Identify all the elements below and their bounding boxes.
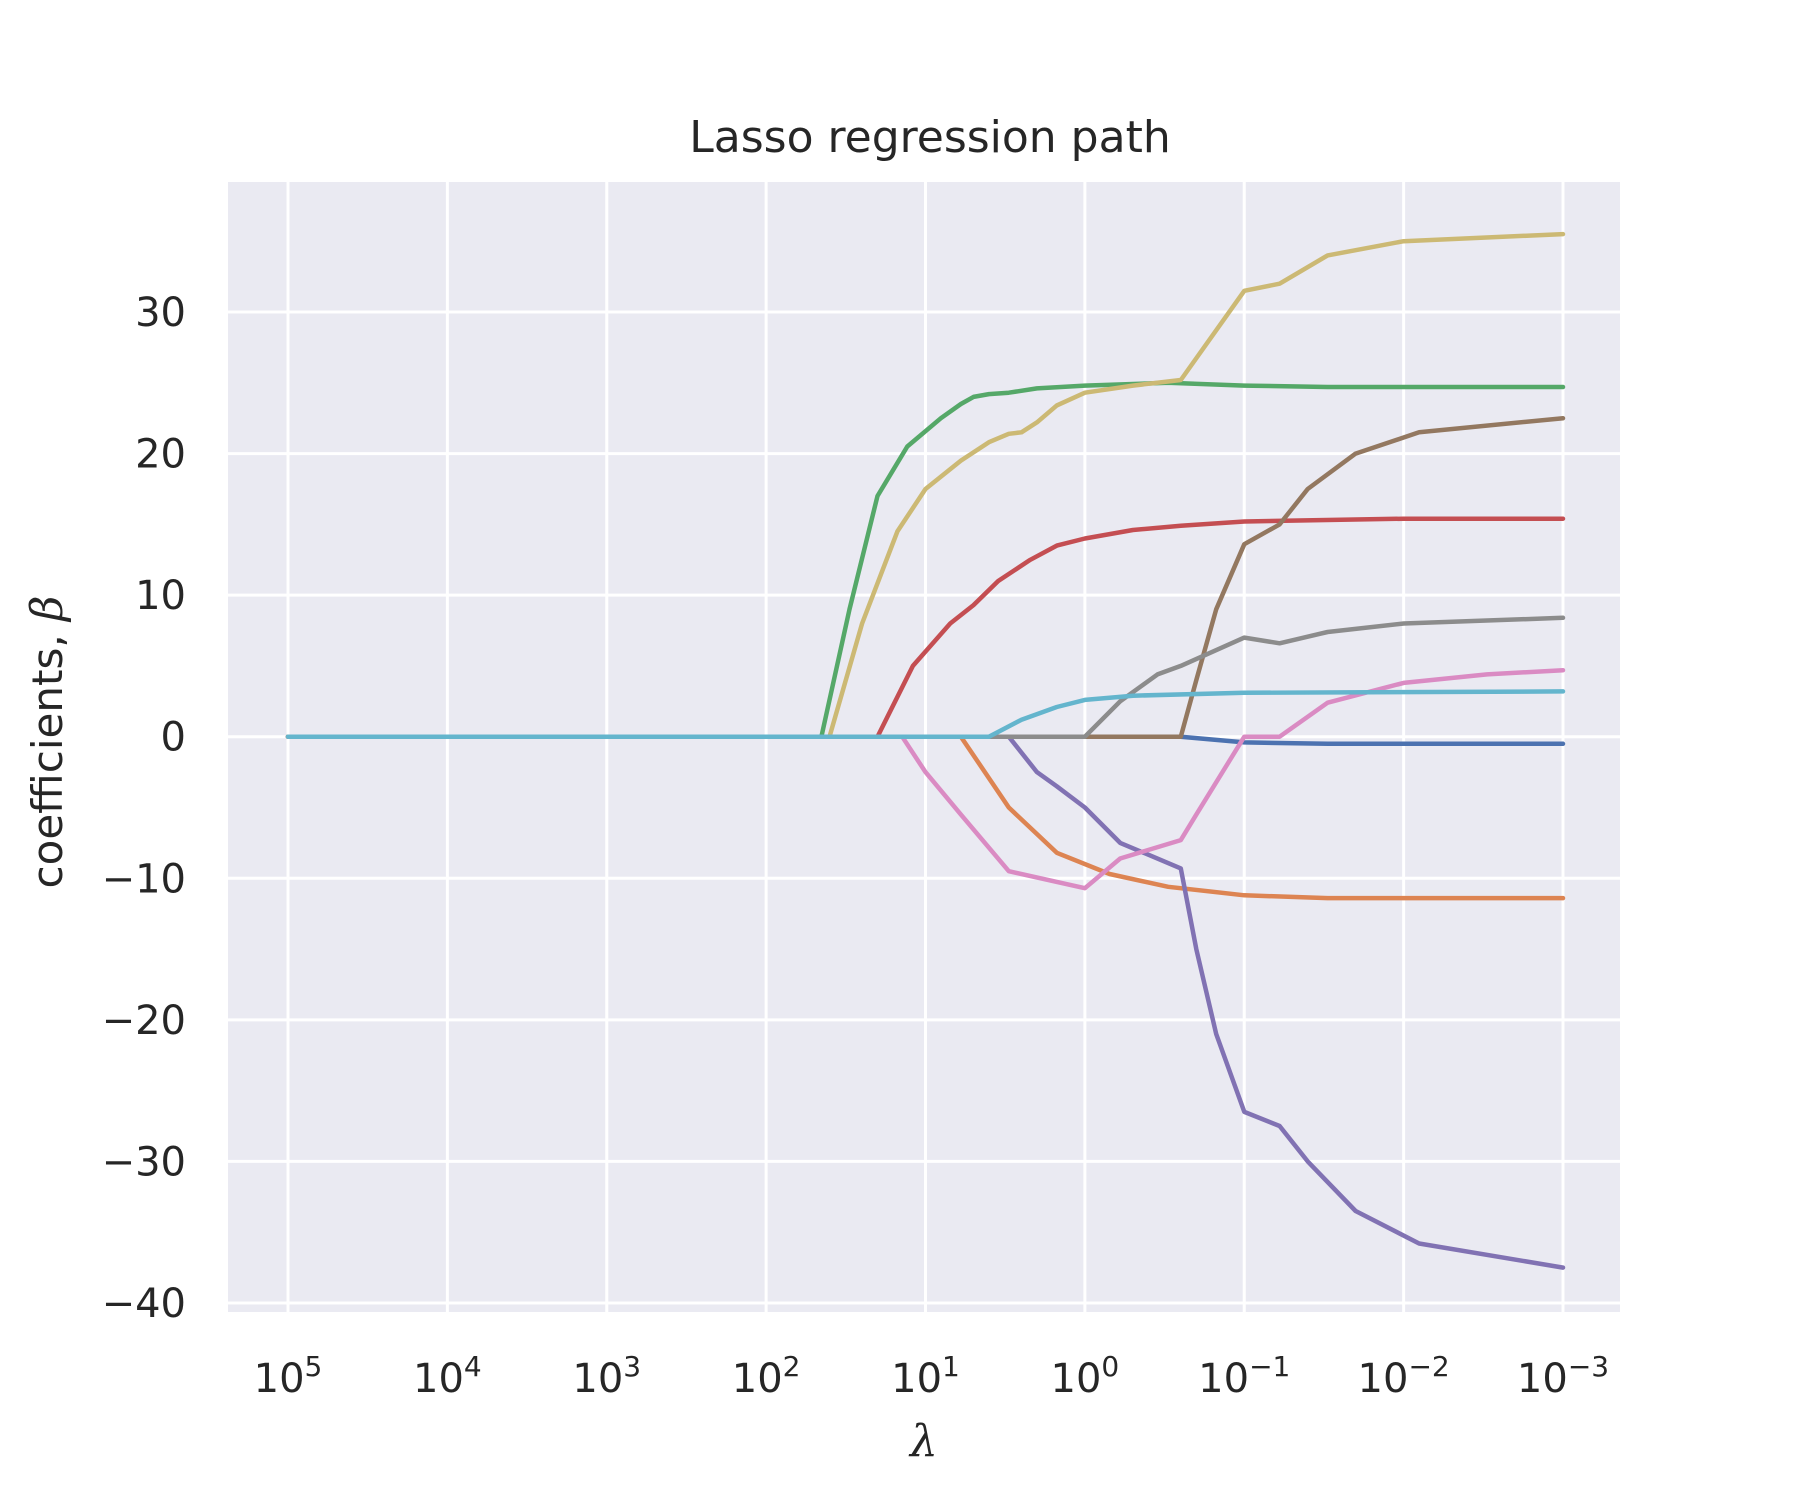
- series-line-10: [285, 689, 1566, 739]
- y-tick-label: −10: [102, 856, 186, 902]
- y-axis-label: coefficients, β: [22, 596, 73, 889]
- series-line-4: [285, 516, 1566, 739]
- y-tick-label: 20: [135, 432, 186, 478]
- y-axis-label-text: coefficients,: [23, 621, 72, 889]
- series-line-7: [285, 667, 1566, 891]
- x-axis-label: λ: [908, 1416, 938, 1467]
- grid: [228, 182, 1620, 1312]
- x-tick-label: 104: [413, 1350, 482, 1402]
- x-tick-label: 102: [732, 1350, 801, 1402]
- y-tick-label: −20: [102, 998, 186, 1044]
- x-tick-label: 10−1: [1198, 1350, 1290, 1402]
- series-line-5: [285, 734, 1566, 1270]
- series-line-8: [285, 615, 1566, 739]
- chart-title: Lasso regression path: [689, 112, 1170, 163]
- series-line-2: [285, 734, 1566, 901]
- y-tick-label: −40: [102, 1281, 186, 1327]
- x-tick-label: 10−3: [1517, 1350, 1609, 1402]
- y-axis-label-symbol: β: [22, 596, 73, 623]
- series-lines: [285, 231, 1566, 1270]
- x-tick-label: 103: [572, 1350, 641, 1402]
- series-line-3: [285, 380, 1566, 739]
- x-tick-label: 101: [891, 1350, 960, 1402]
- x-tick-label: 100: [1051, 1350, 1120, 1402]
- x-tick-label: 10−2: [1358, 1350, 1450, 1402]
- y-tick-label: 0: [161, 715, 186, 761]
- x-tick-label: 105: [254, 1350, 323, 1402]
- y-tick-labels: 30 20 10 0 −10 −20 −30 −40: [102, 290, 186, 1327]
- series-line-6: [285, 415, 1566, 739]
- y-tick-label: 10: [135, 573, 186, 619]
- y-tick-label: −30: [102, 1139, 186, 1185]
- x-tick-labels: 105 104 103 102 101 100 10−1 10−2 10−3: [254, 1350, 1609, 1402]
- series-line-9: [285, 231, 1566, 739]
- y-tick-label: 30: [135, 290, 186, 336]
